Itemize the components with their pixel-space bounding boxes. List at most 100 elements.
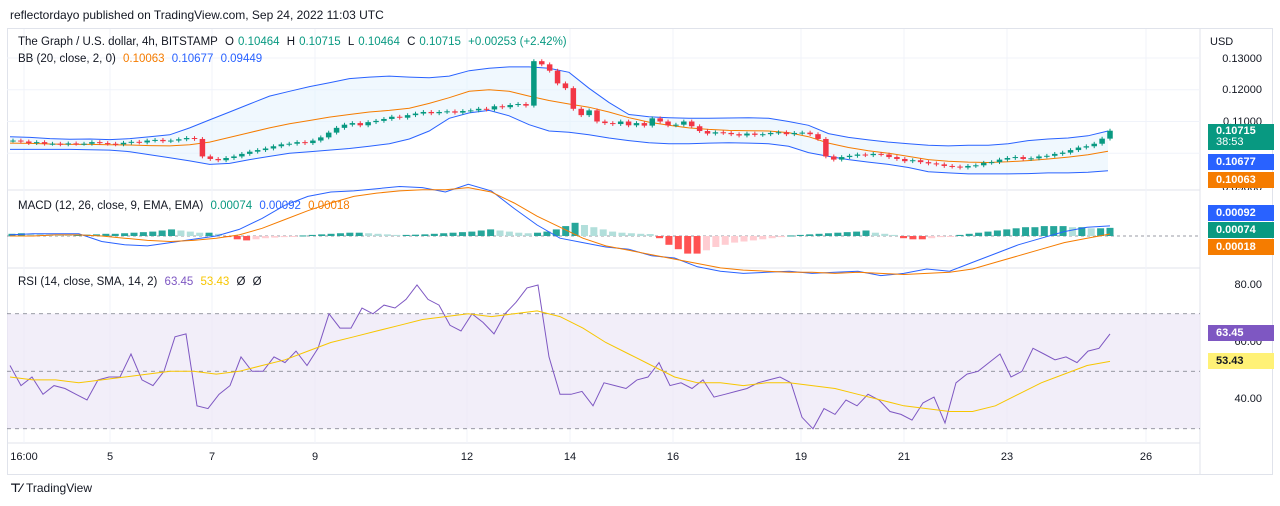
bollinger-bands-layer	[9, 66, 1109, 175]
rsi-sma-value: 53.43	[200, 276, 230, 288]
candle-body	[665, 121, 671, 126]
candle-body	[649, 118, 656, 126]
macd-histogram-bar	[1031, 227, 1039, 236]
macd-hist-tag: 0.00074	[1208, 222, 1274, 238]
macd-histogram-bar	[712, 236, 720, 247]
candle-body	[270, 146, 277, 149]
macd-histogram-bar	[656, 236, 664, 239]
candle-body	[49, 143, 56, 145]
candle-body	[554, 70, 561, 84]
x-tick: 21	[897, 451, 911, 463]
candle-body	[136, 141, 143, 143]
candle-body	[838, 157, 845, 160]
macd-histogram-bar	[862, 230, 870, 236]
macd-histogram-bar	[336, 233, 344, 236]
candle-body	[396, 116, 403, 118]
candle-body	[515, 104, 521, 106]
candle-body	[26, 141, 32, 144]
macd-histogram-bar	[759, 236, 767, 240]
macd-histogram-bar	[421, 234, 429, 236]
candle-body	[586, 110, 592, 116]
candle-body	[262, 148, 269, 151]
candle-body	[1059, 152, 1066, 154]
candle-body	[183, 138, 190, 140]
macd-histogram-bar	[928, 236, 936, 239]
candle-body	[507, 104, 513, 108]
macd-histogram-bar	[552, 229, 560, 236]
bb-upper-value: 0.10677	[171, 53, 214, 65]
candle-body	[791, 132, 798, 135]
macd-histogram-bar	[890, 234, 898, 236]
candle-body	[81, 143, 87, 145]
candle-body	[365, 122, 371, 126]
macd-histogram-bar	[900, 236, 908, 239]
candle-body	[199, 138, 206, 157]
candle-body	[531, 61, 537, 106]
candle-body	[854, 154, 861, 156]
candle-body	[404, 115, 411, 118]
candle-body	[917, 160, 924, 163]
macd-histogram-bar	[449, 232, 457, 236]
tradingview-logo-icon: ⊤⁄	[10, 481, 22, 495]
candle-body	[33, 142, 40, 144]
x-tick: 26	[1139, 451, 1153, 463]
candle-body	[862, 154, 869, 156]
candle-body	[570, 88, 577, 109]
macd-histogram-bar	[1050, 226, 1058, 236]
candle-body	[980, 162, 987, 166]
macd-histogram-bar	[787, 235, 795, 237]
candle-body	[870, 153, 876, 156]
bb-upper-line	[9, 66, 1109, 147]
candle-body	[823, 138, 829, 157]
candle-body	[894, 157, 900, 159]
candles-layer	[10, 59, 1113, 170]
macd-histogram-bar	[205, 232, 213, 236]
rsi-extra-2: Ø	[252, 276, 262, 288]
macd-histogram-bar	[1012, 228, 1020, 236]
macd-histogram-bar	[815, 233, 823, 236]
candle-body	[752, 133, 758, 135]
rsi-tag: 63.45	[1208, 325, 1274, 341]
price-tick: 0.13000	[1222, 53, 1262, 65]
x-tick: 12	[460, 451, 474, 463]
bb-fill	[10, 66, 1108, 174]
candle-body	[428, 111, 435, 114]
candle-body	[949, 165, 955, 167]
high-value: H 0.10715	[286, 36, 341, 48]
x-tick: 16	[666, 451, 680, 463]
candle-body	[325, 132, 332, 138]
macd-histogram-bar	[599, 229, 607, 236]
candle-body	[215, 158, 221, 161]
candle-body	[65, 143, 71, 145]
macd-histogram-bar	[74, 234, 82, 236]
macd-histogram-bar	[186, 231, 194, 236]
candle-body	[373, 120, 379, 123]
bb-lower-line	[10, 109, 1109, 175]
candle-body	[909, 160, 916, 162]
macd-histogram-bar	[496, 230, 504, 236]
candle-body	[128, 141, 135, 143]
macd-histogram-bar	[308, 234, 316, 236]
candle-body	[168, 140, 174, 142]
candle-body	[728, 132, 734, 135]
candle-body	[610, 123, 616, 125]
macd-histogram-bar	[984, 231, 992, 236]
candle-body	[207, 156, 214, 159]
macd-histogram-bar	[243, 236, 251, 241]
candle-body	[175, 139, 182, 141]
macd-histogram-bar	[355, 232, 363, 236]
candle-body	[696, 126, 703, 132]
candle-body	[1083, 146, 1090, 148]
macd-histogram-bar	[796, 234, 804, 236]
candle-body	[602, 121, 608, 124]
candle-body	[704, 131, 711, 134]
candle-body	[97, 142, 103, 144]
macd-histogram-bar	[261, 236, 269, 239]
rsi-layer	[9, 284, 1111, 430]
macd-histogram-bar	[937, 236, 945, 238]
candle-body	[89, 142, 95, 144]
candle-body	[483, 108, 490, 110]
tradingview-brand[interactable]: ⊤⁄ TradingView	[10, 481, 92, 495]
